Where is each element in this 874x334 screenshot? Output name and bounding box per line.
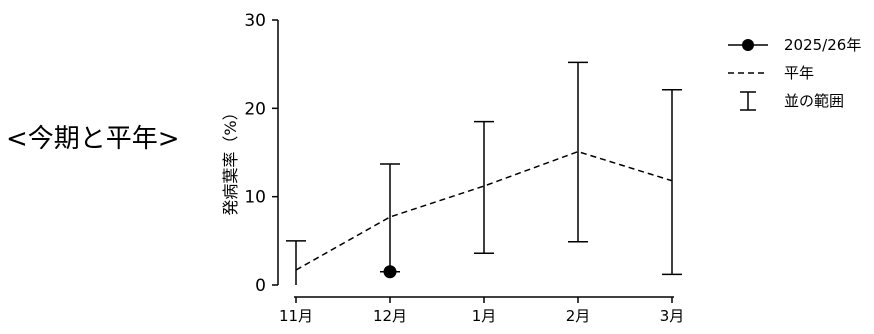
y-axis-label: 発病葉率（%） (221, 104, 240, 215)
normal-year-line (295, 150, 673, 271)
current-season-point (383, 265, 397, 279)
legend-marker-current (742, 39, 754, 51)
y-tick-label: 0 (255, 276, 266, 296)
x-tick-label: 2月 (566, 307, 591, 325)
x-tick-label: 1月 (472, 307, 497, 325)
y-tick-label: 10 (244, 188, 266, 208)
legend-label-current: 2025/26年 (784, 36, 861, 54)
x-tick-label: 11月 (279, 307, 313, 325)
y-tick-label: 20 (244, 99, 266, 119)
legend-label-normal: 平年 (784, 64, 814, 82)
x-tick-label: 12月 (373, 307, 407, 325)
x-tick-label: 3月 (660, 307, 685, 325)
chart-axes: 0 10 20 30 11月 12月 1月 2月 3月 発病葉率（%） (221, 11, 684, 325)
chart-side-title: <今期と平年> (6, 124, 180, 154)
legend-label-range: 並の範囲 (784, 92, 844, 110)
y-tick-label: 30 (244, 11, 266, 31)
chart-marks (286, 61, 682, 285)
